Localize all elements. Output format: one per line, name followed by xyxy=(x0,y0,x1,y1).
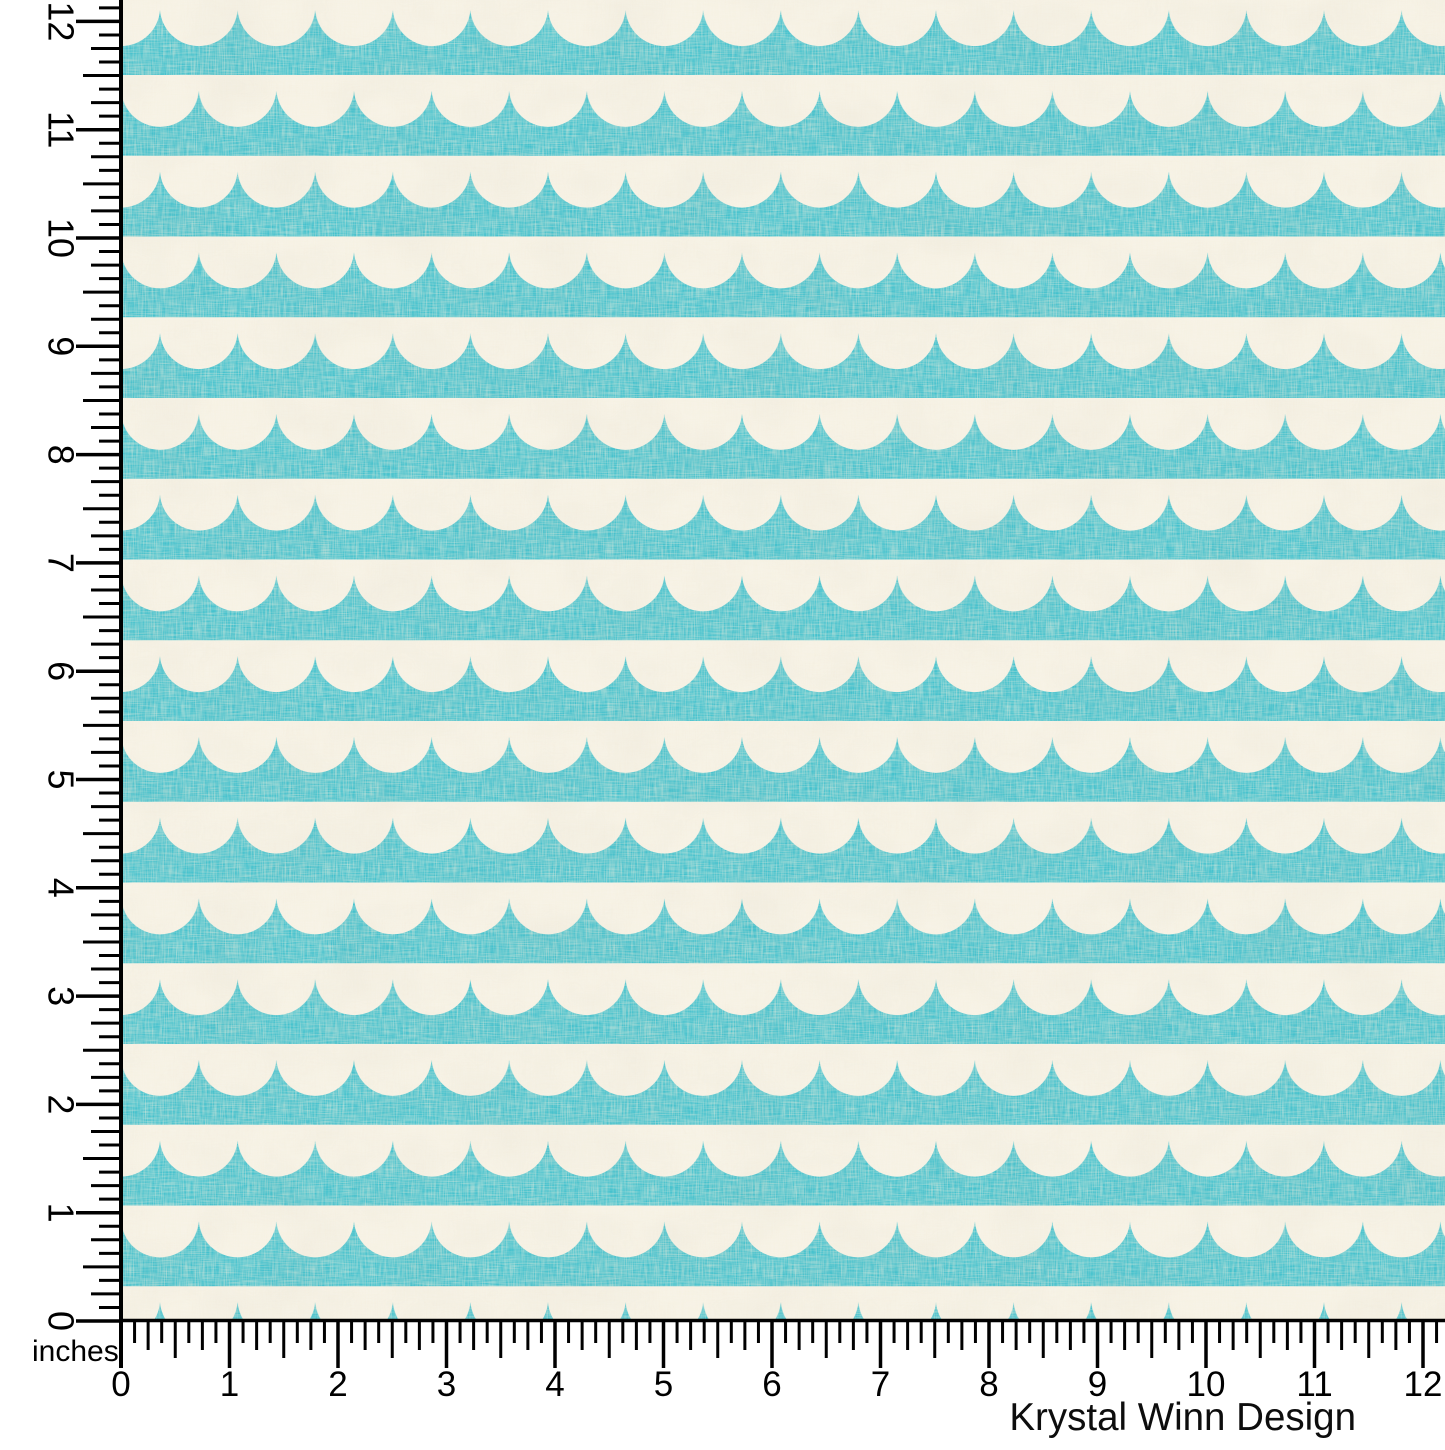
bottom-ruler-label: 1 xyxy=(220,1365,239,1404)
left-ruler-label: 9 xyxy=(41,336,82,356)
left-ruler-label: 12 xyxy=(41,1,82,41)
bottom-ruler-label: 2 xyxy=(328,1365,347,1404)
left-ruler-label: 0 xyxy=(41,1311,82,1331)
left-ruler-label: 5 xyxy=(41,769,82,789)
bottom-ruler-label: 3 xyxy=(437,1365,456,1404)
left-ruler-label: 4 xyxy=(41,878,82,898)
left-ruler-ticks xyxy=(76,6,121,1323)
bottom-ruler-label: 11 xyxy=(1296,1365,1332,1404)
bottom-ruler-label: 4 xyxy=(545,1365,564,1404)
unit-label: inches xyxy=(32,1335,119,1368)
bottom-ruler-label: 7 xyxy=(871,1365,890,1404)
left-ruler-label: 2 xyxy=(41,1094,82,1114)
linen-texture-mottle xyxy=(121,0,1445,1320)
left-ruler-label: 3 xyxy=(41,986,82,1006)
left-ruler-label: 7 xyxy=(41,553,82,573)
left-ruler-label: 8 xyxy=(41,445,82,465)
left-ruler-label: 10 xyxy=(41,218,82,258)
left-ruler-label: 1 xyxy=(41,1203,82,1223)
bottom-ruler-label: 10 xyxy=(1187,1365,1226,1404)
bottom-ruler-labels: 0 1 2 3 4 5 6 7 8 9 10 11 12 xyxy=(111,1365,1442,1404)
bottom-ruler-ticks xyxy=(119,1320,1439,1368)
bottom-ruler-label: 8 xyxy=(979,1365,998,1404)
fabric-area xyxy=(121,0,1445,1320)
bottom-ruler-label: 0 xyxy=(111,1365,130,1404)
brand-credit: Krystal Winn Design xyxy=(1009,1396,1356,1439)
bottom-ruler-label: 12 xyxy=(1404,1365,1443,1404)
bottom-ruler-label: 9 xyxy=(1088,1365,1107,1404)
bottom-ruler-label: 5 xyxy=(654,1365,673,1404)
left-ruler-label: 6 xyxy=(41,661,82,681)
left-ruler-label: 11 xyxy=(41,111,82,148)
bottom-ruler-label: 6 xyxy=(762,1365,781,1404)
